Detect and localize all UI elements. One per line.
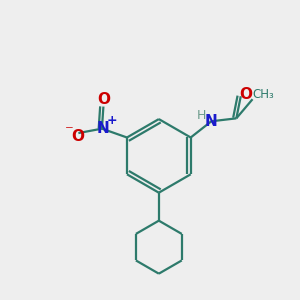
Text: N: N (97, 121, 110, 136)
Text: O: O (97, 92, 110, 107)
Text: N: N (205, 114, 218, 129)
Text: O: O (71, 128, 84, 143)
Text: ⁻: ⁻ (65, 123, 74, 141)
Text: O: O (240, 87, 253, 102)
Text: CH₃: CH₃ (252, 88, 274, 101)
Text: H: H (197, 109, 207, 122)
Text: +: + (107, 114, 118, 127)
